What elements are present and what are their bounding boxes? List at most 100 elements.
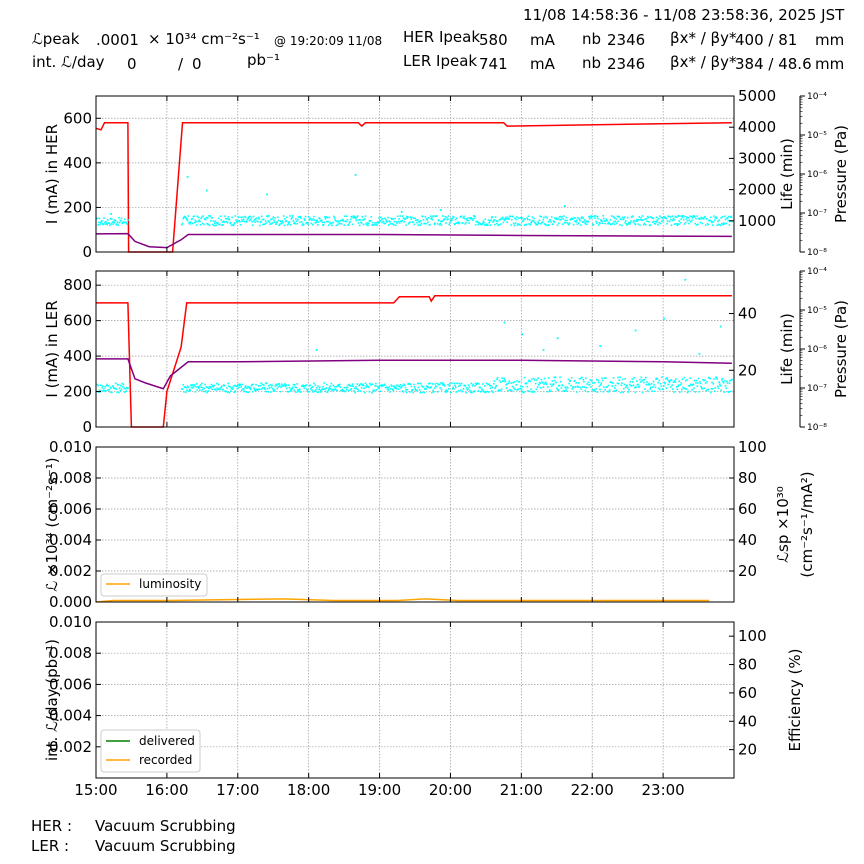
pressure-point bbox=[656, 377, 659, 380]
pressure-point bbox=[289, 223, 292, 226]
pressure-point bbox=[391, 388, 394, 391]
pressure-point bbox=[601, 377, 603, 380]
pressure-point bbox=[326, 220, 328, 223]
pressure-point bbox=[204, 383, 206, 386]
pressure-point bbox=[439, 222, 441, 225]
pressure-point bbox=[460, 215, 463, 218]
pressure-tick-label: 10⁻⁴ bbox=[807, 92, 827, 102]
ytick-right-label: 20 bbox=[738, 562, 757, 580]
pressure-point bbox=[606, 219, 608, 222]
pressure-point bbox=[537, 221, 539, 223]
pressure-point bbox=[599, 384, 602, 386]
pressure-outlier bbox=[315, 349, 318, 351]
pressure-point bbox=[431, 383, 434, 385]
pressure-point bbox=[481, 222, 484, 225]
pressure-point bbox=[671, 219, 674, 222]
lum-peak-label: ℒpeak bbox=[32, 30, 80, 48]
pressure-point bbox=[382, 217, 384, 220]
pressure-point bbox=[202, 390, 205, 393]
pressure-point bbox=[357, 222, 360, 224]
pressure-point bbox=[375, 382, 377, 385]
pressure-point bbox=[364, 218, 366, 220]
pressure-point bbox=[590, 217, 593, 219]
pressure-outlier bbox=[439, 209, 442, 211]
pressure-point bbox=[253, 389, 256, 391]
pressure-point bbox=[335, 385, 338, 388]
pressure-point bbox=[496, 376, 499, 379]
pressure-point bbox=[322, 223, 325, 226]
pressure-point bbox=[260, 220, 262, 223]
ytick-label: 0.000 bbox=[49, 593, 92, 611]
pressure-point bbox=[297, 390, 300, 393]
pressure-point bbox=[182, 216, 185, 219]
ler-current-unit: mA bbox=[530, 55, 555, 73]
pressure-point bbox=[722, 380, 724, 383]
pressure-point bbox=[485, 390, 487, 393]
pressure-point bbox=[693, 379, 696, 382]
pressure-point bbox=[210, 383, 213, 386]
pressure-point bbox=[711, 221, 713, 224]
pressure-point bbox=[673, 223, 676, 225]
panel-luminosity: luminosity bbox=[95, 446, 735, 603]
pressure-point bbox=[330, 222, 333, 225]
pressure-point bbox=[118, 387, 121, 389]
pressure-point bbox=[478, 382, 480, 385]
pressure-point bbox=[539, 222, 542, 225]
pressure-point bbox=[199, 389, 201, 392]
pressure-point bbox=[272, 216, 275, 218]
pressure-point bbox=[659, 215, 661, 217]
pressure-point bbox=[317, 385, 319, 387]
pressure-point bbox=[654, 222, 657, 225]
pressure-point bbox=[487, 383, 489, 386]
pressure-point bbox=[295, 218, 297, 220]
pressure-point bbox=[116, 223, 118, 225]
pressure-point bbox=[208, 215, 210, 217]
pressure-point bbox=[333, 386, 336, 388]
pressure-point bbox=[662, 388, 664, 391]
legend-label-delivered: delivered bbox=[139, 734, 195, 748]
pressure-point bbox=[415, 219, 418, 222]
pressure-point bbox=[714, 217, 717, 219]
pressure-point bbox=[628, 383, 631, 386]
pressure-point bbox=[121, 382, 123, 385]
pressure-point bbox=[677, 384, 680, 386]
lum-peak-time: @ 19:20:09 11/08 bbox=[274, 34, 383, 48]
pressure-point bbox=[412, 221, 414, 224]
pressure-point bbox=[264, 223, 266, 225]
pressure-point bbox=[436, 382, 438, 385]
pressure-point bbox=[184, 216, 187, 219]
pressure-point bbox=[480, 390, 483, 392]
pressure-point bbox=[589, 379, 592, 381]
pressure-point bbox=[447, 383, 449, 386]
pressure-point bbox=[246, 218, 249, 220]
pressure-point bbox=[214, 220, 217, 223]
pressure-point bbox=[681, 378, 684, 380]
pressure-point bbox=[579, 224, 582, 226]
pressure-outlier bbox=[719, 325, 722, 328]
pressure-point bbox=[393, 220, 396, 223]
ytick-label: 400 bbox=[63, 347, 92, 365]
pressure-point bbox=[351, 385, 353, 387]
pressure-point bbox=[234, 390, 237, 392]
pressure-point bbox=[192, 222, 194, 225]
pressure-point bbox=[597, 379, 599, 382]
pressure-point bbox=[354, 216, 356, 219]
pressure-point bbox=[280, 386, 282, 389]
pressure-point bbox=[318, 386, 321, 389]
pressure-point bbox=[506, 383, 509, 385]
pressure-point bbox=[633, 222, 636, 225]
ler-ipeak-label: LER Ipeak bbox=[403, 52, 478, 70]
pressure-point bbox=[340, 223, 343, 225]
pressure-point bbox=[260, 388, 263, 390]
pressure-point bbox=[443, 218, 446, 221]
pressure-point bbox=[488, 221, 490, 224]
pressure-point bbox=[378, 217, 380, 219]
pressure-point bbox=[189, 223, 192, 225]
her-ipeak-value: 580 bbox=[479, 31, 508, 49]
pressure-point bbox=[353, 390, 355, 392]
pressure-point bbox=[557, 389, 559, 391]
pressure-point bbox=[293, 221, 296, 224]
pressure-point bbox=[373, 223, 376, 226]
pressure-point bbox=[251, 224, 254, 227]
pressure-point bbox=[276, 387, 279, 390]
